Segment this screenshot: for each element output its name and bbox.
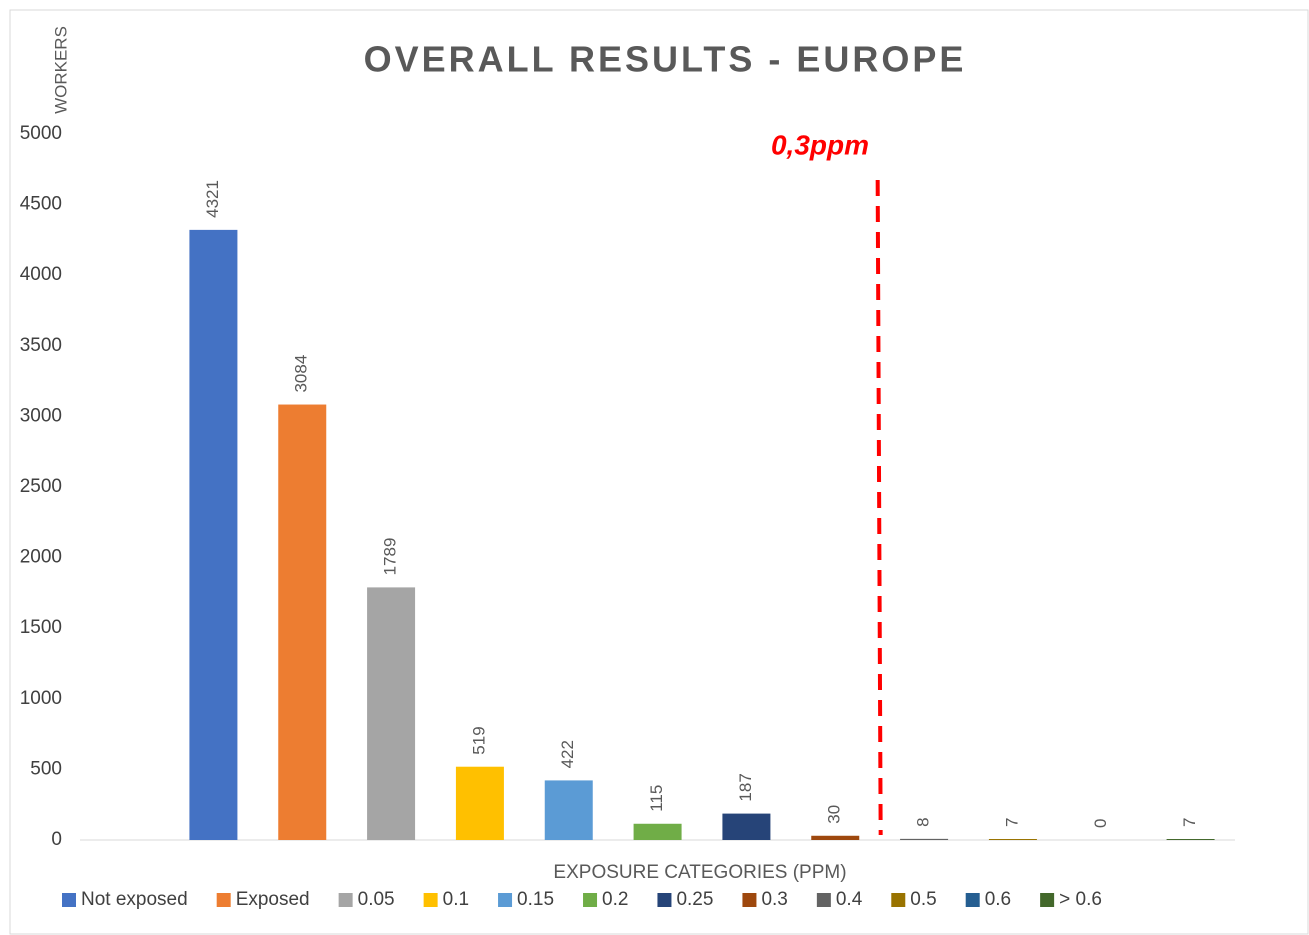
y-axis-title: WORKERS bbox=[51, 26, 70, 114]
legend-swatch bbox=[657, 893, 672, 907]
x-axis-title: EXPOSURE CATEGORIES (PPM) bbox=[553, 862, 846, 883]
value-label: 7 bbox=[1002, 818, 1021, 827]
legend-swatch bbox=[423, 893, 438, 907]
value-label: 30 bbox=[825, 805, 844, 824]
y-tick-label: 0 bbox=[51, 829, 62, 850]
bar bbox=[278, 404, 327, 840]
y-tick-label: 3000 bbox=[20, 405, 62, 426]
value-label: 4321 bbox=[203, 180, 222, 218]
legend-swatch bbox=[742, 893, 757, 907]
value-label: 187 bbox=[736, 773, 755, 801]
bar bbox=[722, 813, 771, 840]
legend-label: Not exposed bbox=[81, 889, 188, 910]
chart-title: OVERALL RESULTS - EUROPE bbox=[364, 39, 967, 80]
value-label: 519 bbox=[469, 726, 488, 754]
bar bbox=[988, 839, 1037, 840]
y-tick-label: 2000 bbox=[20, 547, 62, 568]
value-label: 7 bbox=[1180, 818, 1199, 827]
y-tick-label: 1500 bbox=[20, 617, 62, 638]
legend-swatch bbox=[965, 893, 980, 907]
bar bbox=[544, 780, 593, 840]
value-label: 0 bbox=[1091, 819, 1110, 828]
value-label: 422 bbox=[558, 740, 577, 768]
bar bbox=[189, 229, 238, 840]
legend-swatch bbox=[816, 893, 831, 907]
legend-label: 0.6 bbox=[985, 889, 1011, 910]
y-tick-label: 1000 bbox=[20, 688, 62, 709]
legend-label: 0.1 bbox=[443, 889, 469, 910]
legend-label: > 0.6 bbox=[1059, 889, 1102, 910]
y-tick-label: 2500 bbox=[20, 476, 62, 497]
legend-label: 0.5 bbox=[910, 889, 936, 910]
legend-label: 0.2 bbox=[602, 889, 628, 910]
bar bbox=[1166, 839, 1215, 840]
bar bbox=[811, 835, 860, 840]
value-label: 3084 bbox=[292, 355, 311, 393]
legend-swatch bbox=[1040, 893, 1055, 907]
legend-label: 0.3 bbox=[761, 889, 787, 910]
legend-swatch bbox=[498, 893, 513, 907]
legend-swatch bbox=[583, 893, 598, 907]
legend-label: 0.05 bbox=[358, 889, 395, 910]
legend-swatch bbox=[62, 893, 76, 907]
value-label: 115 bbox=[647, 785, 666, 812]
y-tick-label: 4000 bbox=[20, 264, 62, 285]
value-label: 8 bbox=[914, 817, 933, 826]
bar bbox=[900, 838, 949, 840]
bar bbox=[633, 823, 682, 840]
y-tick-label: 5000 bbox=[20, 123, 62, 144]
y-tick-label: 4500 bbox=[20, 194, 62, 215]
legend-swatch bbox=[891, 893, 906, 907]
bar bbox=[455, 766, 504, 840]
reference-line bbox=[875, 179, 883, 836]
legend-swatch bbox=[338, 893, 353, 907]
legend-label: 0.4 bbox=[836, 889, 863, 910]
legend-label: Exposed bbox=[236, 889, 310, 910]
y-tick-label: 3500 bbox=[20, 335, 62, 356]
legend-swatch bbox=[216, 893, 231, 907]
legend-label: 0.25 bbox=[676, 889, 713, 910]
value-label: 1789 bbox=[381, 538, 400, 576]
legend-label: 0.15 bbox=[517, 889, 554, 910]
y-tick-label: 500 bbox=[30, 758, 62, 779]
annotation: 0,3ppm bbox=[771, 129, 869, 160]
bar bbox=[367, 587, 416, 840]
